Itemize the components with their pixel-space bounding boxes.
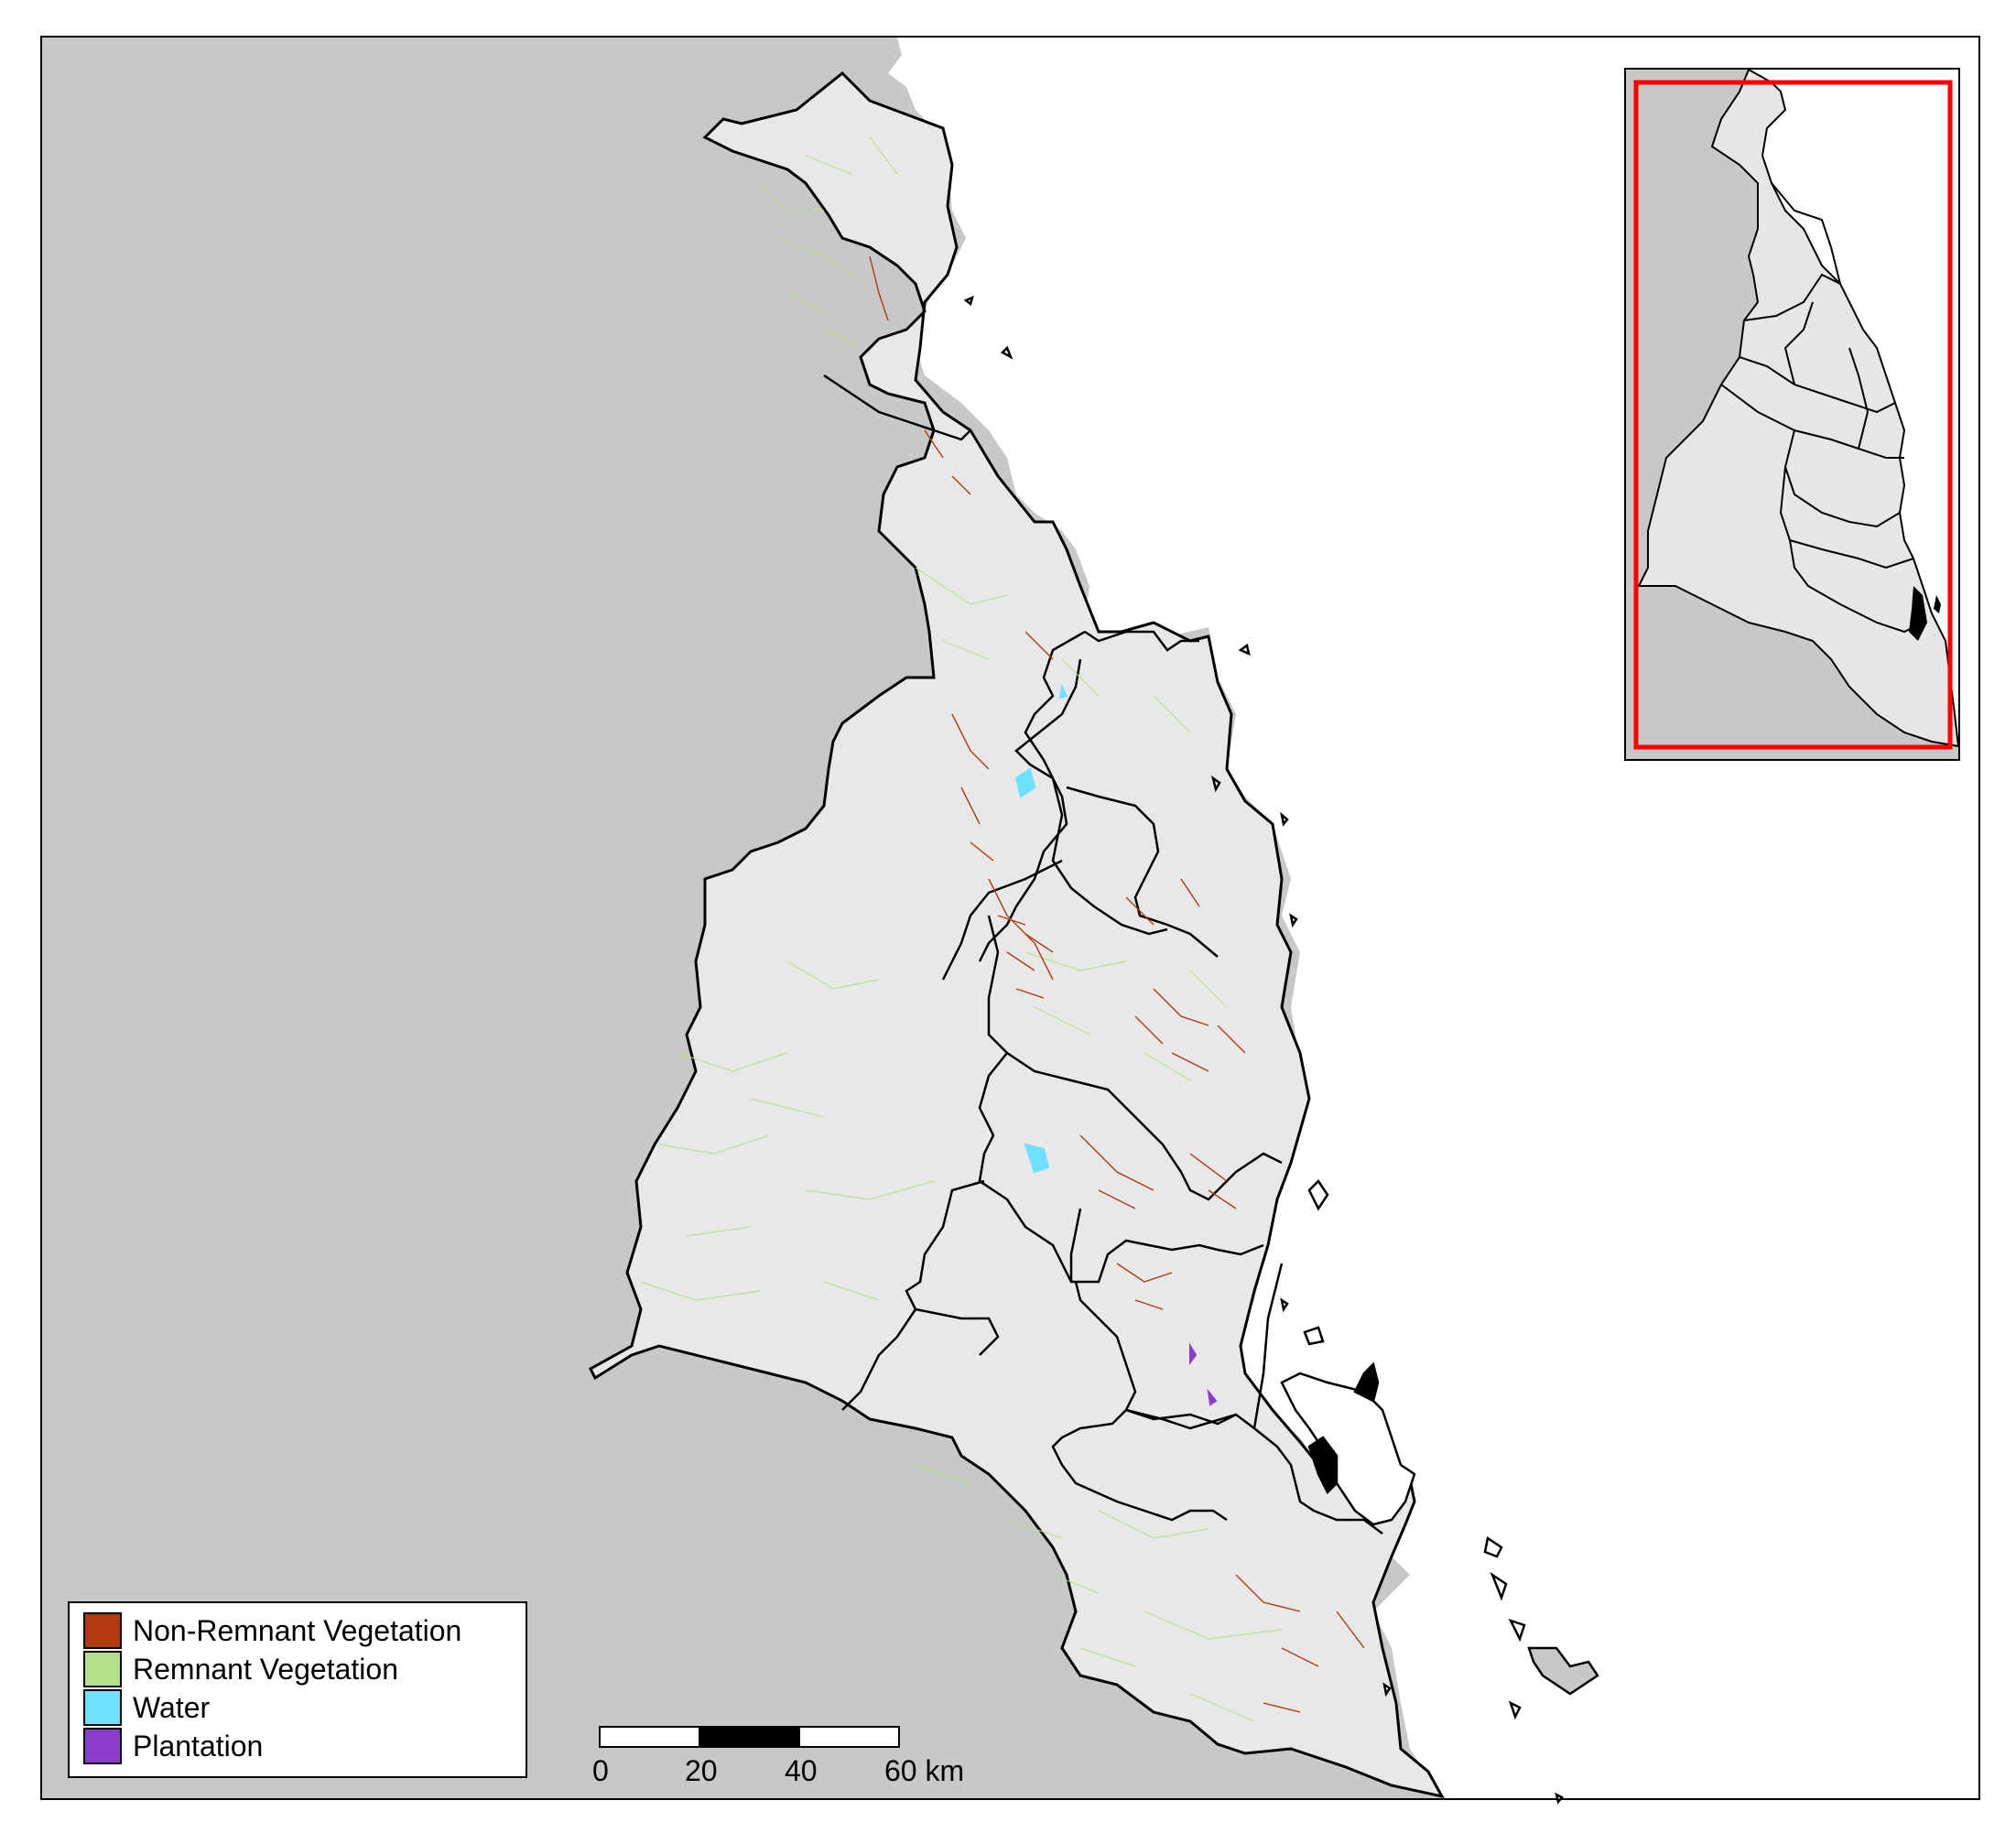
- plantation-patches: [1189, 1342, 1218, 1406]
- inset-bays: [1909, 586, 1941, 641]
- scale-bar-segment: [798, 1726, 900, 1748]
- scale-bar-tick-label: 60 km: [884, 1754, 964, 1787]
- legend-box: [68, 1601, 527, 1778]
- legend-label: Plantation: [133, 1730, 263, 1762]
- inset-subcatchment-lines: [1720, 182, 1924, 634]
- legend-label: Remnant Vegetation: [133, 1653, 398, 1686]
- non-remnant-vegetation-texture: [869, 255, 1365, 1713]
- scale-bar-tick-label: 20: [685, 1754, 718, 1787]
- legend-label: Non-Remnant Vegetation: [133, 1614, 461, 1647]
- legend: Non-Remnant Vegetation Remnant Vegetation…: [68, 1601, 527, 1778]
- subcatchment-boundaries: [823, 374, 1383, 1535]
- inset-study-land: [1637, 68, 1960, 748]
- inset-map: [1624, 68, 1960, 761]
- coastal-islands: [963, 295, 1599, 1805]
- scale-bar-segment: [599, 1726, 700, 1748]
- inset-outside-land: [1626, 70, 1758, 595]
- scale-bar-tick-label: 0: [592, 1754, 609, 1787]
- water-bodies: [1014, 683, 1068, 1174]
- catchments-region: [589, 70, 1445, 1799]
- legend-swatch: [83, 1728, 122, 1764]
- legend-swatch: [83, 1689, 122, 1726]
- legend-label: Water: [133, 1691, 211, 1724]
- legend-swatch: [83, 1651, 122, 1687]
- remnant-vegetation-texture: [640, 136, 1283, 1722]
- scale-bar-tick-label: 40: [785, 1754, 818, 1787]
- inset-outside-land-south: [1626, 586, 1958, 759]
- legend-swatch: [83, 1612, 122, 1649]
- scale-bar: 0 20 40 60 km: [592, 1726, 964, 1787]
- scale-bar-segment: [699, 1726, 800, 1748]
- inset-extent-box: [1633, 80, 1953, 750]
